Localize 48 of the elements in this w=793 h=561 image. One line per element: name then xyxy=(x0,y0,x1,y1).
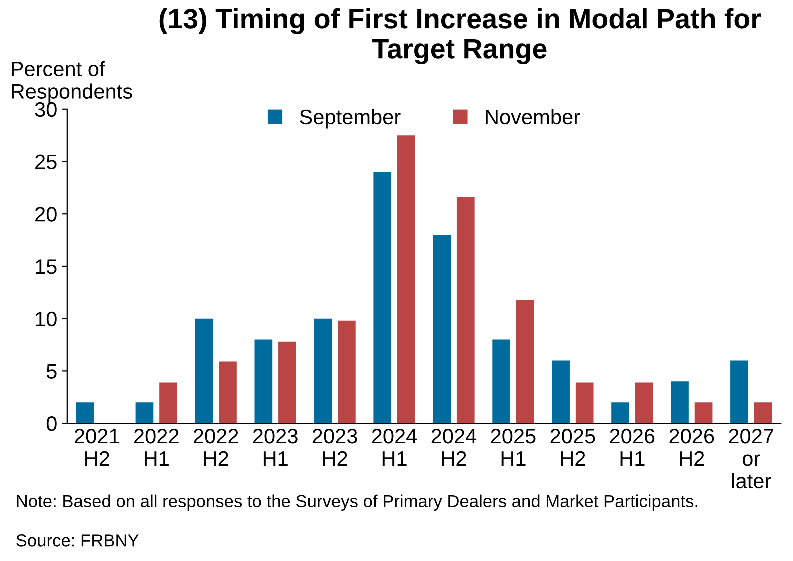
bar xyxy=(219,362,237,424)
y-tick-label: 10 xyxy=(36,312,57,327)
y-tick-label: 15 xyxy=(36,260,57,274)
x-tick-label: 2024 H2 xyxy=(432,428,477,466)
bar xyxy=(136,402,154,424)
bar xyxy=(516,300,534,424)
legend-label: September xyxy=(300,109,401,129)
y-tick-label: 0 xyxy=(46,416,57,432)
x-tick-label: 2025 H1 xyxy=(491,428,536,466)
bar xyxy=(433,235,452,424)
bar xyxy=(314,318,332,424)
y-tick-label: 20 xyxy=(36,207,57,222)
x-tick-label: 2026 H2 xyxy=(670,428,714,466)
x-tick-label: 2027 or later xyxy=(729,428,774,489)
x-tick-label: 2026 H1 xyxy=(610,428,655,466)
bar xyxy=(195,318,214,424)
x-tick-label: 2022 H2 xyxy=(194,428,238,466)
bar xyxy=(278,342,296,424)
bar xyxy=(374,172,392,424)
bar xyxy=(612,402,630,424)
bar xyxy=(456,197,475,424)
bar xyxy=(635,382,654,424)
text: Note: Based on all responses to the Surveys of Primary Dealers and Market Participants. xyxy=(17,494,698,511)
source-note: Source: FRBNY xyxy=(16,534,139,547)
x-tick-label: 2025 H2 xyxy=(550,428,596,466)
chart-title: (13) Timing of First Increase in Modal Path for Target Range xyxy=(160,8,762,64)
x-tick-label: 2023 H1 xyxy=(253,428,298,466)
bar xyxy=(76,402,94,424)
bar xyxy=(552,360,570,424)
bar xyxy=(492,340,510,424)
bar xyxy=(160,382,178,424)
bar xyxy=(754,402,772,424)
x-tick-label: 2024 H1 xyxy=(372,428,418,466)
bar xyxy=(671,382,689,424)
y-tick-label: 30 xyxy=(35,102,57,118)
x-tick-label: 2021 H2 xyxy=(75,428,120,466)
legend-label: November xyxy=(486,109,580,125)
bar xyxy=(730,360,748,424)
bar xyxy=(338,320,356,424)
bar xyxy=(576,382,594,424)
bar xyxy=(254,340,273,424)
bar xyxy=(694,402,713,424)
x-tick-label: 2022 H1 xyxy=(134,428,179,466)
y-axis-title: Percent of Respondents xyxy=(12,61,132,104)
y-tick-label: 25 xyxy=(36,154,57,170)
x-tick-label: 2023 H2 xyxy=(312,428,358,466)
bar xyxy=(397,136,416,424)
y-tick-label: 5 xyxy=(46,364,57,379)
